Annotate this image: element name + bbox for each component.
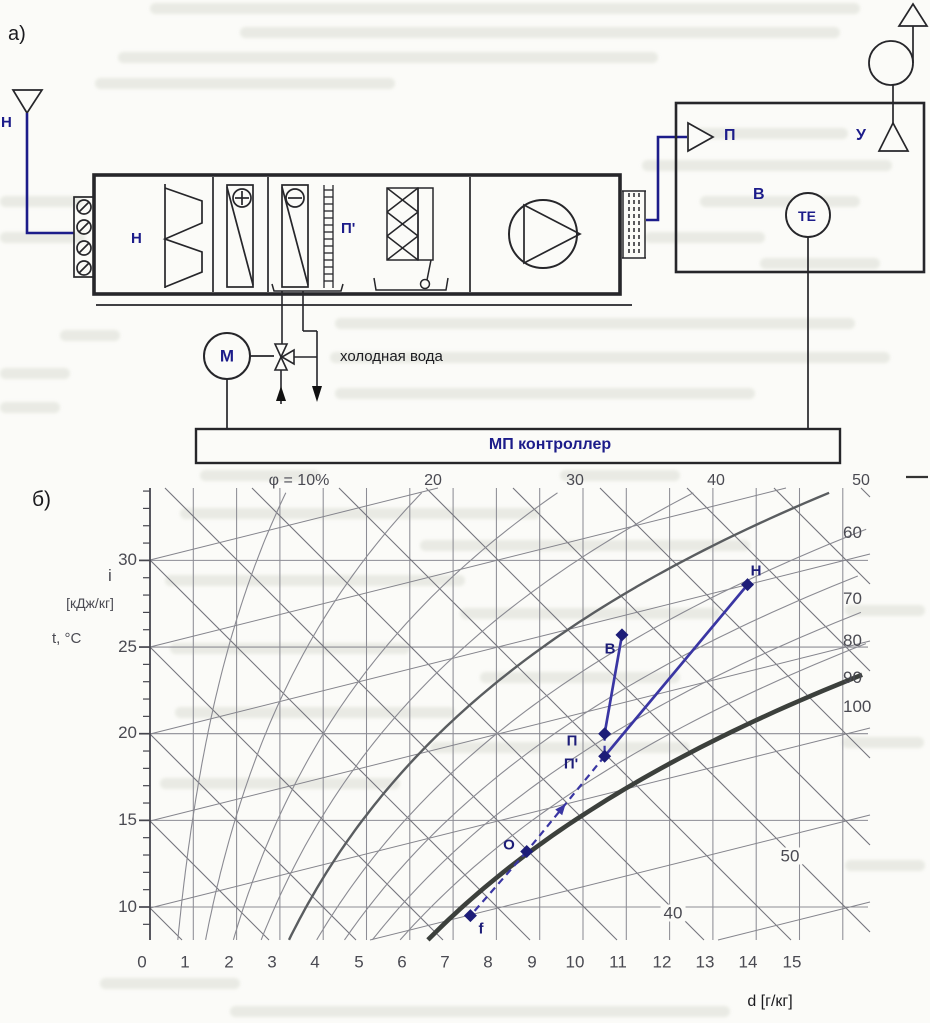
point-label-V: В bbox=[604, 640, 616, 658]
x-tick-2: 2 bbox=[224, 952, 234, 972]
cooler-coil-icon bbox=[271, 184, 344, 292]
part-a-label: а) bbox=[8, 23, 26, 45]
x-tick-3: 3 bbox=[267, 952, 277, 972]
chilled-water-piping bbox=[280, 291, 318, 404]
controller-label: МП контроллер bbox=[488, 436, 612, 453]
temperature-axis-title: t, °C bbox=[52, 630, 82, 647]
exhaust-outlet-icon bbox=[897, 2, 929, 27]
x-tick-13: 13 bbox=[695, 952, 715, 972]
phi-label-10: φ = 10% bbox=[268, 472, 330, 489]
water-supply-arrow bbox=[276, 386, 286, 401]
point-label-P: П bbox=[566, 732, 578, 750]
phi-label-80: 80 bbox=[843, 631, 862, 650]
process-point-marker bbox=[741, 578, 755, 592]
x-tick-0: 0 bbox=[137, 952, 147, 972]
damper-blades bbox=[76, 199, 92, 276]
y-tick-30: 30 bbox=[118, 550, 137, 569]
filter-icon bbox=[162, 184, 203, 288]
process-point-marker bbox=[598, 749, 612, 763]
outdoor-intake-icon bbox=[11, 89, 44, 115]
phi-label-90: 90 bbox=[843, 668, 862, 687]
phi-label-30: 30 bbox=[566, 472, 584, 489]
x-tick-14: 14 bbox=[738, 952, 758, 972]
y-tick-25: 25 bbox=[118, 637, 137, 656]
process-point-marker bbox=[598, 727, 612, 741]
point-label-P-prime: П' bbox=[563, 755, 579, 773]
enthalpy-axis-symbol: i bbox=[108, 566, 112, 585]
x-tick-5: 5 bbox=[354, 952, 364, 972]
y-tick-15: 15 bbox=[118, 810, 137, 829]
heater-coil-icon bbox=[226, 184, 254, 288]
point-label-O: О bbox=[503, 836, 515, 854]
part-b-label: б) bbox=[32, 488, 52, 511]
after-cooler-label: П' bbox=[341, 220, 356, 237]
phi-label-40: 40 bbox=[707, 472, 725, 489]
process-point-marker bbox=[615, 628, 629, 642]
x-tick-11: 11 bbox=[609, 952, 627, 972]
x-tick-9: 9 bbox=[527, 952, 537, 972]
ahu-casing bbox=[92, 173, 622, 296]
y-tick-10: 10 bbox=[118, 897, 137, 916]
process-point-marker bbox=[463, 909, 477, 923]
x-tick-12: 12 bbox=[652, 952, 672, 972]
point-label-f: f bbox=[478, 920, 484, 938]
phi-label-60: 60 bbox=[843, 523, 862, 542]
enthalpy-axis-units: [кДж/кг] bbox=[66, 595, 114, 611]
phi-label-100: 100 bbox=[843, 697, 872, 716]
room-box bbox=[674, 101, 926, 274]
phi-label-70: 70 bbox=[843, 589, 862, 608]
y-tick-20: 20 bbox=[118, 723, 137, 742]
flexible-connector-icon bbox=[622, 190, 646, 259]
outdoor-air-pipe bbox=[25, 113, 74, 235]
unit-inlet-label: Н bbox=[131, 230, 142, 247]
x-tick-7: 7 bbox=[440, 952, 450, 972]
x-tick-4: 4 bbox=[310, 952, 320, 972]
controller-box bbox=[194, 427, 842, 465]
cold-water-label: холодная вода bbox=[340, 348, 443, 365]
x-axis-title: d [г/кг] bbox=[747, 993, 793, 1010]
droplet-eliminator-icon bbox=[323, 185, 334, 288]
exhaust-grille-icon bbox=[877, 121, 910, 152]
x-tick-8: 8 bbox=[483, 952, 493, 972]
supply-diffuser-icon bbox=[687, 121, 715, 153]
x-tick-6: 6 bbox=[397, 952, 407, 972]
supply-duct-pipe bbox=[646, 135, 687, 222]
outdoor-air-label: Н bbox=[1, 114, 12, 131]
enthalpy-label-50: 50 bbox=[777, 847, 803, 865]
point-label-H: Н bbox=[750, 562, 762, 580]
temp-sensor-label: ТЕ bbox=[798, 208, 816, 224]
enthalpy-label-40: 40 bbox=[660, 904, 686, 922]
process-point-marker bbox=[520, 845, 534, 859]
three-way-valve-icon bbox=[273, 343, 295, 371]
x-tick-15: 15 bbox=[782, 952, 802, 972]
x-tick-10: 10 bbox=[565, 952, 585, 972]
phi-label-50: 50 bbox=[852, 472, 870, 489]
exhaust-air-label: У bbox=[856, 127, 866, 144]
water-return-arrow bbox=[312, 386, 322, 402]
x-tick-1: 1 bbox=[180, 952, 190, 972]
supply-air-label: П bbox=[724, 127, 736, 144]
supply-fan-icon bbox=[508, 199, 582, 269]
humidifier-icon bbox=[373, 187, 449, 291]
valve-actuator-label: М bbox=[219, 346, 235, 366]
room-air-label: В bbox=[753, 186, 765, 203]
phi-label-20: 20 bbox=[424, 472, 442, 489]
